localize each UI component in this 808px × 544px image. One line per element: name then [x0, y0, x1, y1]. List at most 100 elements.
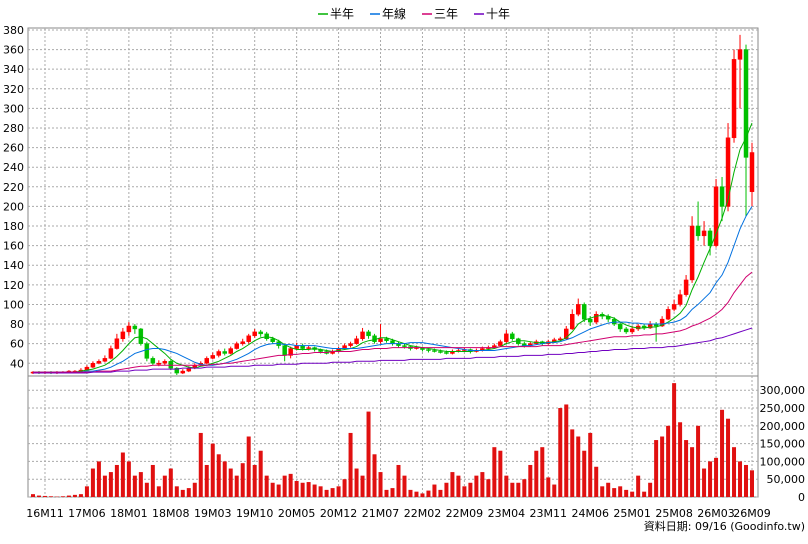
volume-bar: [67, 496, 71, 497]
volume-bar: [522, 479, 526, 497]
y-tick-label: 300: [3, 102, 24, 115]
volume-bar: [672, 383, 676, 497]
volume-bar: [391, 488, 395, 497]
volume-bar: [684, 440, 688, 497]
volume-bar: [175, 486, 179, 497]
y2-tick-label: 0: [798, 491, 805, 504]
y2-tick-label: 150,000: [760, 438, 806, 451]
volume-bar: [259, 451, 263, 497]
volume-bar: [331, 488, 335, 497]
volume-bar: [444, 483, 448, 497]
candle-body: [253, 332, 257, 336]
candle-body: [127, 326, 131, 332]
legend-label: 十年: [486, 7, 510, 21]
volume-bar: [49, 496, 53, 497]
volume-bar: [91, 469, 95, 497]
x-tick-label: 24M06: [571, 507, 609, 520]
volume-bar: [115, 465, 119, 497]
candle-body: [750, 152, 754, 191]
volume-bar: [432, 485, 436, 497]
candle-body: [618, 324, 622, 329]
volume-bar: [408, 490, 412, 497]
x-tick-label: 23M11: [530, 507, 568, 520]
candle-body: [103, 358, 107, 361]
volume-bar: [576, 437, 580, 498]
volume-bar: [241, 463, 245, 497]
x-tick-label: 19M10: [236, 507, 274, 520]
x-tick-label: 22M09: [446, 507, 484, 520]
candle-body: [151, 358, 155, 363]
volume-bar: [337, 486, 341, 497]
volume-bar: [660, 437, 664, 498]
volume-bar: [498, 451, 502, 497]
volume-bar: [648, 483, 652, 497]
volume-bar: [271, 483, 275, 497]
y-tick-label: 380: [3, 24, 24, 37]
candle-body: [630, 329, 634, 332]
candle-body: [510, 334, 514, 339]
volume-bar: [720, 410, 724, 497]
candle-body: [97, 361, 101, 363]
y-tick-label: 100: [3, 298, 24, 311]
y-tick-label: 240: [3, 161, 24, 174]
volume-bar: [414, 492, 418, 497]
y-tick-label: 160: [3, 240, 24, 253]
ma-line: [33, 272, 752, 372]
x-tick-label: 20M05: [278, 507, 316, 520]
volume-bar: [534, 451, 538, 497]
volume-bar: [516, 483, 520, 497]
volume-bar: [750, 470, 754, 497]
x-tick-label: 26M03: [697, 507, 735, 520]
candle-body: [355, 339, 359, 344]
volume-bar: [480, 472, 484, 497]
y-tick-label: 340: [3, 63, 24, 76]
volume-bar: [642, 492, 646, 497]
candle-body: [690, 226, 694, 280]
volume-bar: [510, 483, 514, 497]
y-tick-label: 360: [3, 44, 24, 57]
volume-bar: [468, 483, 472, 497]
y-tick-label: 280: [3, 122, 24, 135]
volume-bar: [139, 472, 143, 497]
volume-bar: [187, 488, 191, 497]
volume-bar: [636, 476, 640, 497]
volume-bar: [486, 479, 490, 497]
volume-bar: [546, 477, 550, 497]
volume-bar: [450, 472, 454, 497]
volume-bar: [618, 486, 622, 497]
volume-bar: [349, 433, 353, 497]
volume-bar: [612, 488, 616, 497]
volume-bar: [594, 467, 598, 497]
candle-body: [720, 187, 724, 207]
y-tick-label: 120: [3, 279, 24, 292]
legend-label: 三年: [434, 7, 458, 21]
volume-bar: [253, 465, 257, 497]
volume-bar: [570, 429, 574, 497]
x-tick-label: 26M09: [733, 507, 771, 520]
volume-bar: [564, 404, 568, 497]
legend-label: 半年: [330, 7, 354, 21]
volume-bar: [265, 476, 269, 497]
volume-bar: [355, 469, 359, 497]
volume-bar: [205, 465, 209, 497]
y-tick-label: 200: [3, 200, 24, 213]
volume-bar: [726, 419, 730, 497]
volume-bar: [462, 486, 466, 497]
volume-bar: [85, 486, 89, 497]
volume-bar: [109, 472, 113, 497]
volume-bar: [361, 476, 365, 497]
candle-body: [211, 355, 215, 358]
volume-bar: [313, 485, 317, 497]
x-tick-label: 17M06: [68, 507, 106, 520]
volume-bar: [43, 496, 47, 497]
candle-body: [385, 339, 389, 341]
legend-label: 年線: [382, 6, 406, 21]
y-tick-label: 260: [3, 142, 24, 155]
volume-bar: [373, 454, 377, 497]
y-tick-label: 40: [10, 357, 24, 370]
volume-bar: [696, 426, 700, 497]
volume-bar: [133, 476, 137, 497]
candle-body: [307, 348, 311, 349]
volume-bar: [289, 474, 293, 497]
candle-body: [247, 336, 251, 342]
